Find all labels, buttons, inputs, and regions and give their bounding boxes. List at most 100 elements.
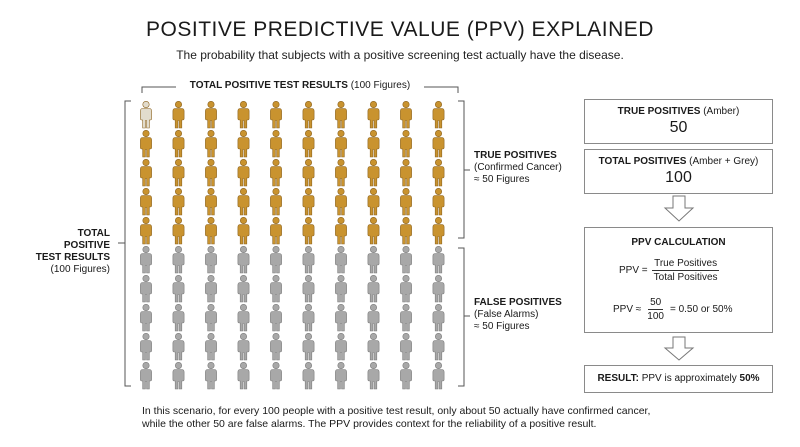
false-positive-figure [140,275,152,303]
person-body [172,311,185,332]
true-positive-figure [270,217,282,245]
person-head [434,188,443,196]
person-body [270,311,282,332]
person-body [270,195,282,216]
true-positive-figure [302,159,315,187]
person-head [239,362,248,370]
person-head [402,188,410,196]
person-head [174,217,183,225]
tp-label-line3: ≈ 50 Figures [474,174,530,185]
person-head [304,246,313,254]
false-positive-figure [400,304,412,332]
person-head [174,188,183,196]
false-positive-figure [172,275,185,303]
person-head [272,217,280,225]
person-head [337,304,345,312]
person-body [302,166,315,187]
person-head [142,130,150,138]
person-head [337,159,345,167]
person-head [369,130,378,138]
false-positive-figure [335,304,347,332]
false-positive-figure [205,362,217,390]
person-body [172,166,185,187]
true-positive-figure [172,101,185,129]
person-head [304,217,313,225]
true-positive-figure [270,130,282,158]
true-positive-figure [400,217,412,245]
ppv-formula-denominator: Total Positives [653,272,718,283]
person-body [367,137,380,158]
person-head [337,130,345,138]
person-head [239,333,248,341]
true-positives-caption-rest: (Amber) [700,106,740,117]
person-body [400,311,412,332]
person-head [272,362,280,370]
true-positive-figure [335,101,347,129]
false-positive-figure [400,246,412,274]
false-positive-figure [205,333,217,361]
person-body [237,108,250,129]
person-head [239,246,248,254]
tp-label-line1: TRUE POSITIVES [474,150,557,161]
false-positive-figure [205,246,217,274]
person-head [337,275,345,283]
false-positive-figure [270,333,282,361]
true-positive-figure [237,159,250,187]
person-head [174,159,183,167]
true-positive-figure [367,130,380,158]
person-body [432,224,445,245]
true-positive-figure [205,188,217,216]
false-positive-figure [367,246,380,274]
false-positive-figure [302,333,315,361]
person-head [272,246,280,254]
person-body [270,340,282,361]
ppv-computation-denominator: 100 [647,311,664,322]
person-head [304,188,313,196]
person-body [205,224,217,245]
person-body [367,369,380,390]
true-positive-figure [367,159,380,187]
person-head [304,304,313,312]
person-body [432,166,445,187]
person-body [400,253,412,274]
footer-line2: while the other 50 are false alarms. The… [142,418,597,430]
person-body [172,340,185,361]
true-positive-figure [237,130,250,158]
left-label-line3: (100 Figures) [50,264,110,275]
ppv-formula-numerator: True Positives [652,258,720,271]
person-head [239,101,248,109]
false-positive-figure [432,246,445,274]
person-body [270,166,282,187]
person-head [304,275,313,283]
person-head [174,101,183,109]
person-head [402,333,410,341]
person-head [434,304,443,312]
person-head [402,159,410,167]
person-head [174,130,183,138]
total-positives-box: TOTAL POSITIVES (Amber + Grey) 100 [584,149,773,194]
person-body [205,166,217,187]
person-head [369,217,378,225]
true-positive-bracket [458,100,470,239]
true-positive-figure [432,101,445,129]
true-positive-figure [140,101,152,129]
person-head [402,275,410,283]
person-body [302,311,315,332]
total-positives-caption-rest: (Amber + Grey) [686,156,759,167]
person-head [239,217,248,225]
person-body [237,253,250,274]
person-head [337,333,345,341]
person-head [272,275,280,283]
person-head [369,246,378,254]
false-positive-figure [237,362,250,390]
person-head [174,333,183,341]
person-body [237,340,250,361]
person-body [205,195,217,216]
false-positive-figure [172,304,185,332]
person-body [205,282,217,303]
false-positive-figure [205,304,217,332]
person-body [335,340,347,361]
false-positive-figure [172,246,185,274]
person-head [434,217,443,225]
